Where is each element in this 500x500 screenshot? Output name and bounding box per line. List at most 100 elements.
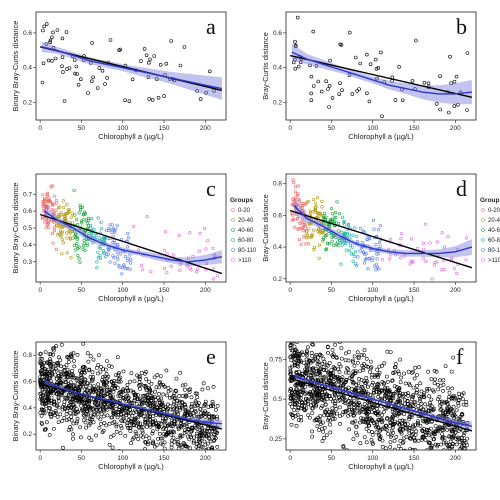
data-point [138,421,143,426]
data-point [55,216,60,220]
data-point [308,390,313,395]
data-point [169,445,174,450]
data-point [400,394,405,399]
data-point [86,91,90,95]
data-point [127,399,131,404]
data-point [128,388,133,393]
data-point [65,408,70,413]
data-point [141,414,146,419]
y-axis-title: Bray-Curtis distance [261,32,270,100]
data-point [413,439,417,444]
data-point [179,443,184,448]
data-point [351,233,355,238]
data-point [195,441,200,446]
data-point [299,201,303,206]
data-point [154,443,159,448]
data-point [306,376,311,380]
data-point [107,363,112,368]
data-point [299,227,303,231]
data-point [324,410,328,414]
data-point [342,219,346,224]
data-point [79,205,83,210]
data-point [84,384,89,389]
data-point [112,255,116,260]
data-point [376,394,381,399]
data-point [80,399,85,404]
data-point [170,395,175,400]
data-point [65,236,69,240]
data-point [368,366,373,371]
data-point [204,91,208,95]
data-point [351,369,356,374]
data-point [69,351,74,356]
data-point [52,413,57,417]
data-point [137,380,142,385]
data-point [162,384,167,389]
legend-swatch [481,258,485,262]
data-point [191,440,196,445]
data-point [420,435,425,439]
data-point [441,382,446,387]
data-point [134,431,139,436]
data-point [180,383,185,388]
legend-label: 80-110 [238,248,257,254]
data-point [143,417,148,422]
data-point [151,419,155,424]
data-point [128,267,132,271]
data-point [315,396,320,401]
data-point [41,28,45,33]
data-point [403,381,408,386]
plot-area [289,178,473,281]
plot-frame [35,11,227,121]
data-point [443,364,448,369]
data-point [193,391,198,396]
data-point [439,407,444,412]
data-point [411,385,416,390]
y-tick-label: 0.4 [23,65,32,72]
data-point [86,216,91,221]
data-point [292,360,297,364]
data-point [87,435,92,440]
data-point [370,380,375,385]
data-point [307,227,311,231]
data-point [416,365,421,370]
data-point [116,257,120,261]
data-point [413,365,418,370]
data-point [325,344,330,349]
data-point [426,452,429,455]
data-point [69,256,73,260]
data-point [339,381,344,386]
data-point [206,436,211,441]
data-point [435,102,439,106]
data-point [430,277,434,281]
data-point [165,432,170,436]
data-point [311,358,316,363]
data-point [310,429,315,434]
data-point [168,388,173,392]
data-point [358,390,363,395]
data-point [143,420,148,424]
data-point [303,222,307,226]
linear-fit-line [289,54,473,99]
data-point [201,381,206,386]
data-point [182,430,187,435]
y-tick-label: 0.4 [23,405,32,412]
data-point [391,396,396,401]
loess-fit-line [291,51,472,95]
data-point [449,396,454,400]
data-point [389,433,394,438]
data-point [302,391,307,396]
x-axis-title: Chlorophyll a (µg/L) [348,462,414,471]
legend-title: Groups [230,197,253,204]
data-point [49,364,54,369]
data-point [59,211,63,215]
data-point [74,64,79,69]
data-point [199,444,204,449]
x-tick-label: 0 [38,455,42,462]
data-point [368,62,373,67]
data-point [123,389,128,393]
data-point [432,381,437,386]
data-point [347,407,351,412]
data-point [63,377,68,382]
data-point [341,400,346,404]
